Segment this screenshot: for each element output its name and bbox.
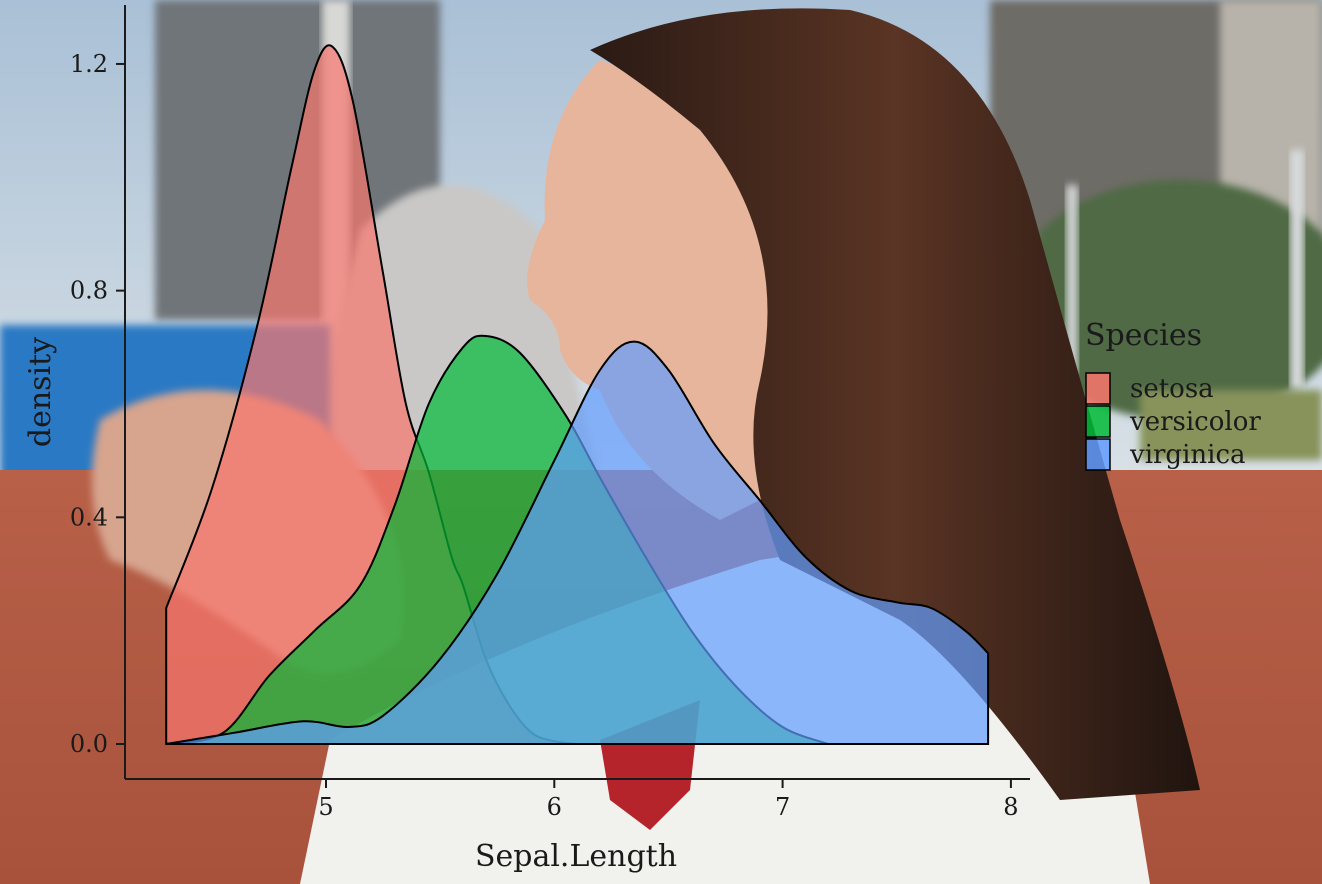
- x-tick-label: 5: [318, 793, 333, 821]
- density-area-virginica: [166, 340, 990, 745]
- x-axis-title: Sepal.Length: [475, 839, 677, 874]
- y-tick-label: 0.4: [70, 503, 108, 531]
- legend-label-setosa: setosa: [1130, 374, 1214, 404]
- legend-label-virginica: virginica: [1129, 440, 1246, 470]
- trees: [1010, 180, 1322, 420]
- y-tick-label: 0.8: [70, 277, 108, 305]
- legend-label-versicolor: versicolor: [1129, 407, 1261, 437]
- x-tick-label: 6: [547, 793, 562, 821]
- grass-strip: [1140, 390, 1322, 460]
- legend-swatch-versicolor: [1085, 405, 1111, 438]
- legend-swatch-setosa: [1085, 372, 1111, 405]
- y-axis-title: density: [23, 337, 58, 447]
- legend-swatch-virginica: [1085, 438, 1111, 471]
- x-ticks: 5 6 7 8: [318, 779, 1019, 821]
- axes: [124, 5, 1030, 780]
- light-pole-2: [1066, 185, 1078, 375]
- y-tick-label: 0.0: [70, 730, 108, 758]
- x-tick-label: 8: [1003, 793, 1018, 821]
- y-ticks: 0.0 0.4 0.8 1.2: [70, 50, 125, 758]
- x-tick-label: 7: [775, 793, 790, 821]
- y-tick-label: 1.2: [70, 50, 108, 78]
- density-areas: [165, 44, 990, 745]
- legend-title: Species: [1085, 318, 1202, 353]
- light-pole: [1290, 150, 1304, 390]
- hair: [590, 8, 1200, 801]
